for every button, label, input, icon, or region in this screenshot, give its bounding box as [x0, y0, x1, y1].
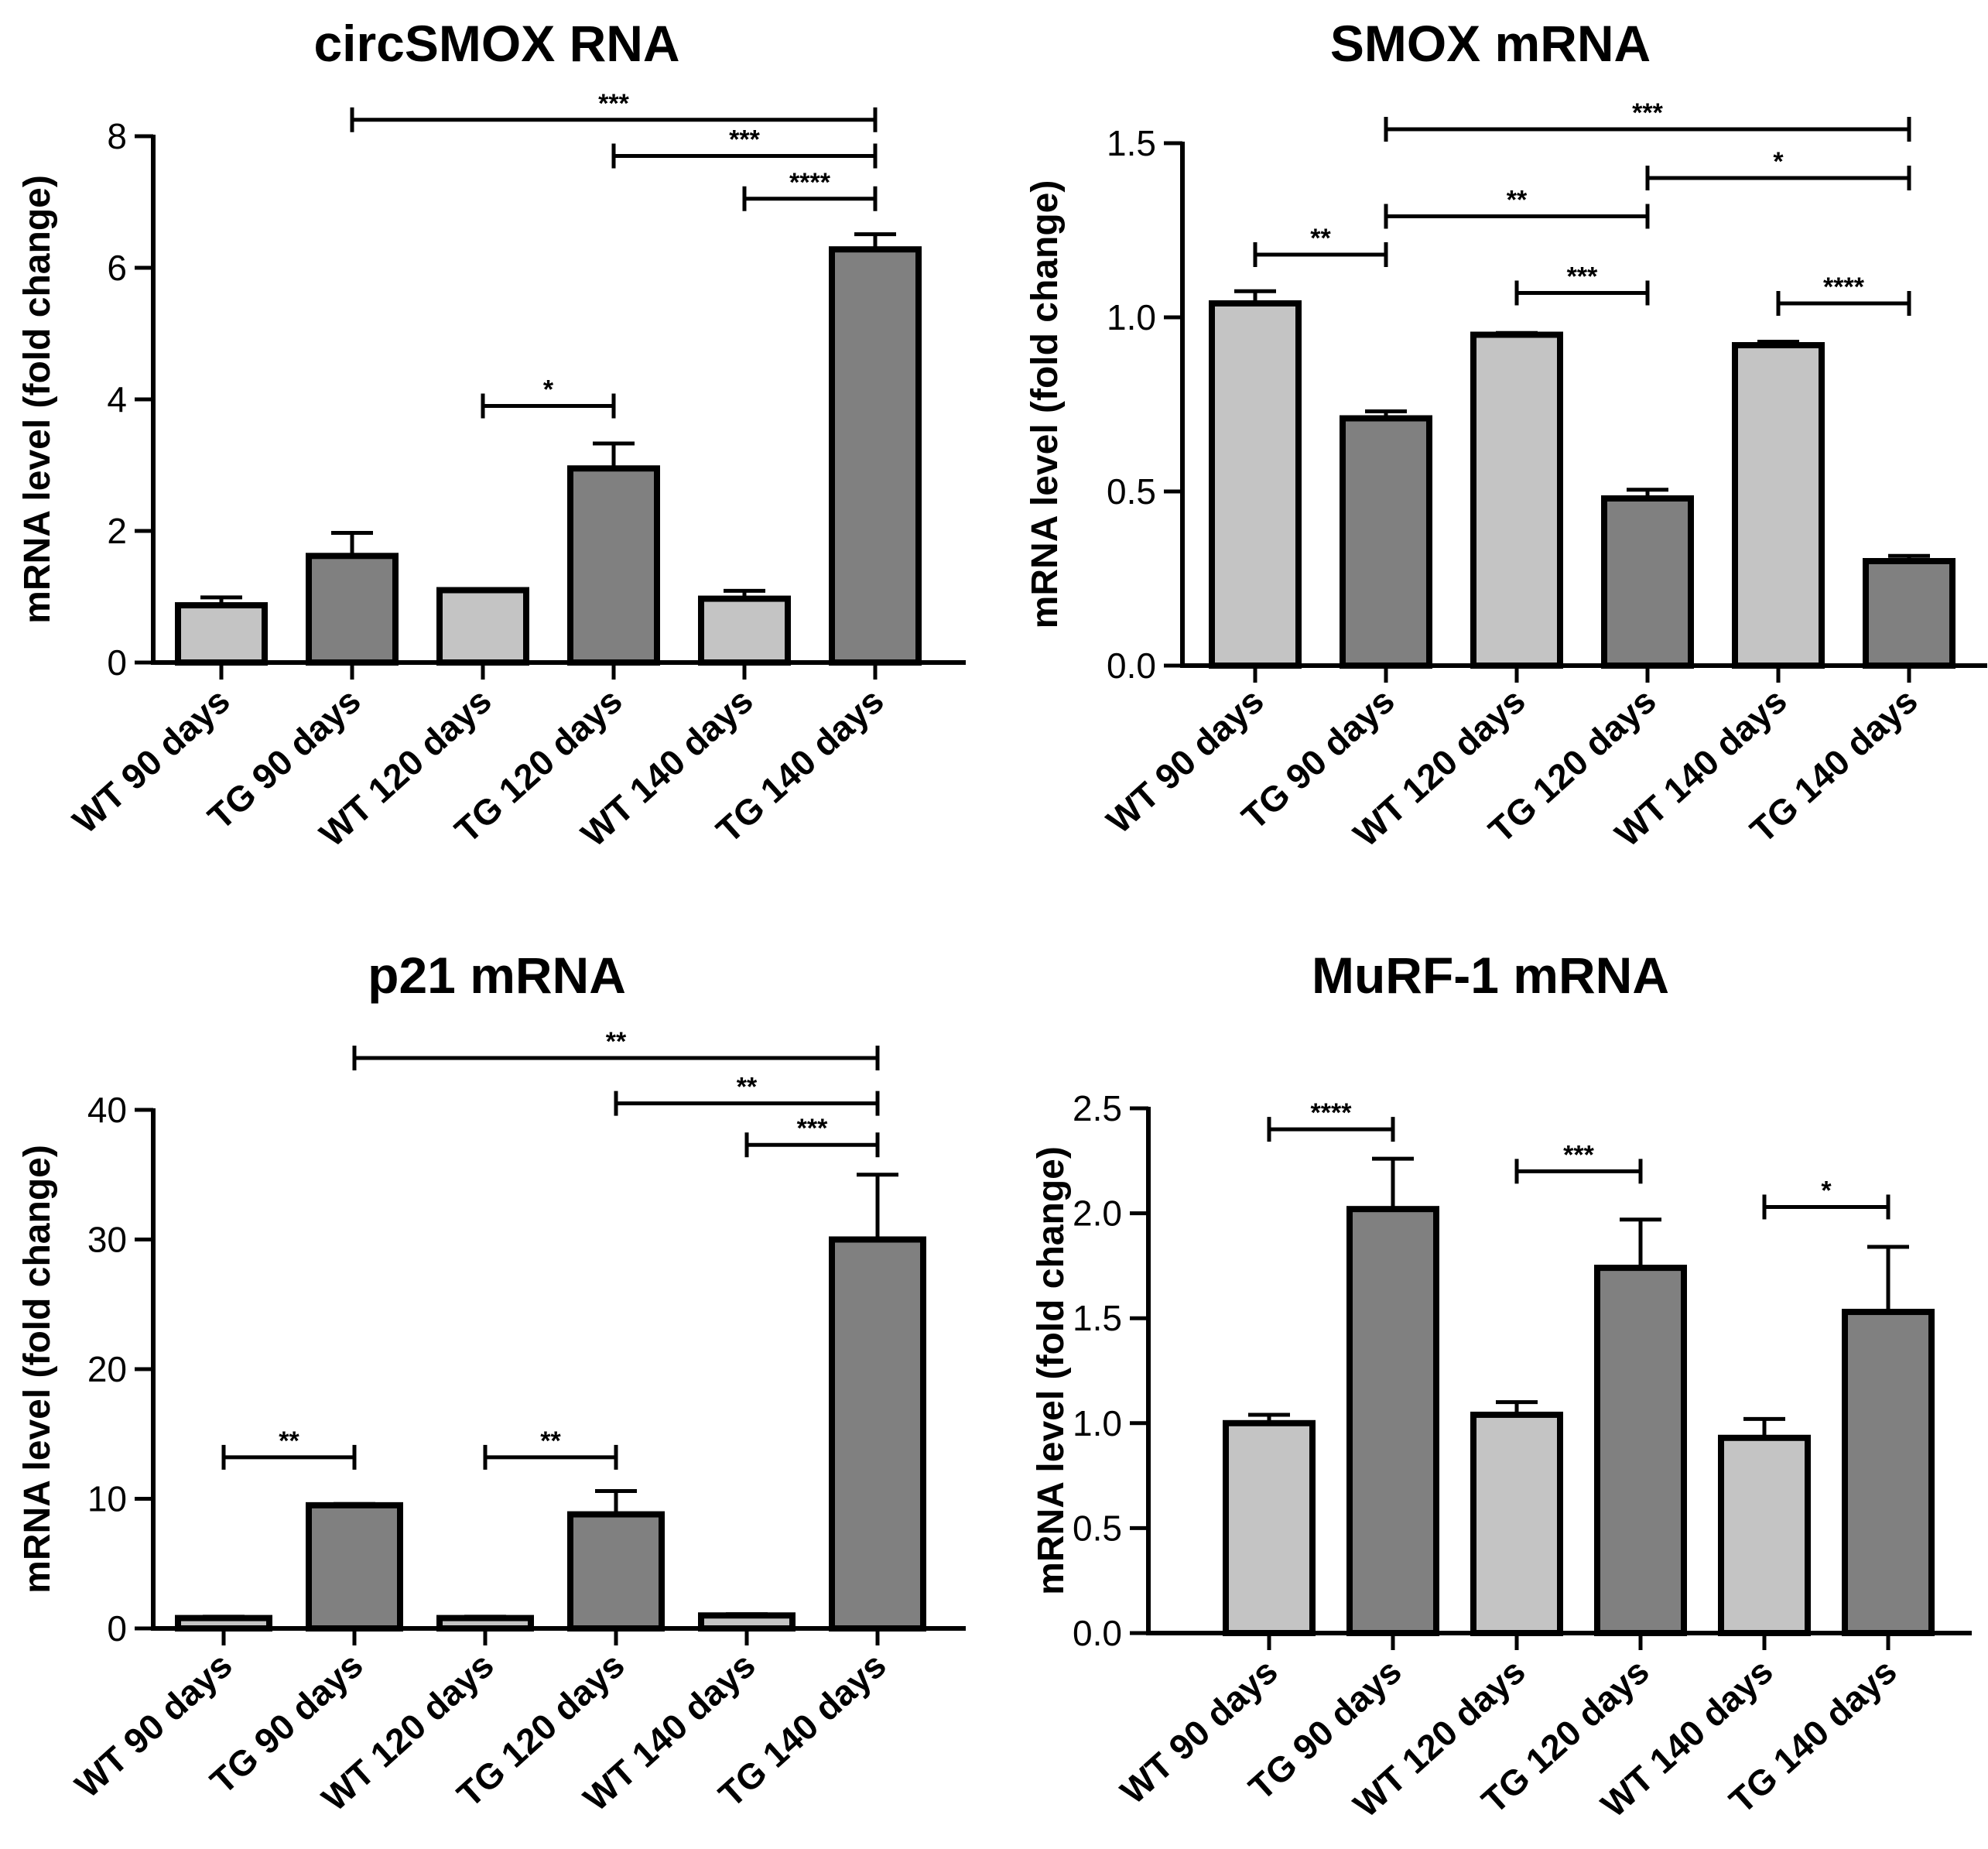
bar — [567, 1511, 665, 1632]
chart-title: SMOX mRNA — [1329, 15, 1651, 72]
significance-label: *** — [729, 125, 760, 155]
significance-bracket: *** — [1384, 98, 1911, 142]
chart-panel-smox: SMOX mRNA 0.0 0.5 1.0 1.5 WT 90 days TG 90 da… — [994, 0, 1987, 924]
y-axis-label: mRNA level (fold change) — [17, 1145, 58, 1594]
chart-panel-p21: p21 mRNA 0 10 20 30 40 WT 90 days TG 90 days WT… — [0, 924, 994, 1848]
y-tick-label: 2 — [107, 511, 127, 551]
y-tick-label: 0.5 — [1107, 471, 1156, 512]
bar — [1601, 495, 1694, 669]
y-tick-label: 2.5 — [1073, 1088, 1122, 1128]
y-tick-label: 0 — [107, 642, 127, 683]
significance-bracket: **** — [1776, 272, 1911, 316]
bar — [1209, 300, 1302, 669]
chart-title: p21 mRNA — [368, 947, 626, 1004]
significance-bracket: ** — [352, 1027, 880, 1070]
y-tick-label: 0.5 — [1073, 1508, 1122, 1548]
significance-label: *** — [1567, 262, 1598, 292]
y-tick-label: 2.0 — [1073, 1193, 1122, 1234]
significance-label: **** — [1823, 272, 1865, 302]
bar — [1863, 558, 1955, 669]
significance-label: ** — [540, 1426, 561, 1456]
y-axis-label: mRNA level (fold change) — [1031, 1146, 1072, 1595]
chart-title: MuRF-1 mRNA — [1312, 947, 1669, 1004]
significance-bracket: ** — [483, 1426, 618, 1470]
y-axis-label: mRNA level (fold change) — [17, 175, 58, 624]
significance-bracket: **** — [1267, 1098, 1395, 1142]
y-tick-label: 30 — [87, 1220, 127, 1260]
bar — [306, 553, 399, 666]
significance-label: *** — [1632, 98, 1663, 128]
bar — [829, 246, 922, 666]
significance-bracket: ** — [221, 1426, 357, 1470]
y-tick-label: 0.0 — [1073, 1613, 1122, 1653]
bar — [1223, 1419, 1316, 1636]
bar — [1718, 1434, 1811, 1636]
significance-label: **** — [1311, 1098, 1353, 1128]
significance-bracket: *** — [1514, 1140, 1643, 1184]
significance-label: *** — [598, 89, 629, 118]
significance-label: * — [1773, 147, 1784, 176]
bar — [567, 465, 660, 666]
y-tick-label: 40 — [87, 1090, 127, 1130]
bar — [1346, 1206, 1439, 1636]
y-tick-label: 1.5 — [1107, 123, 1156, 163]
significance-bracket: *** — [611, 125, 878, 169]
significance-bracket: ** — [1253, 224, 1388, 267]
significance-bracket: * — [1762, 1176, 1890, 1220]
significance-bracket: *** — [350, 89, 878, 132]
significance-label: * — [543, 375, 554, 405]
y-tick-label: 4 — [107, 379, 127, 419]
y-tick-label: 0.0 — [1107, 645, 1156, 686]
significance-bracket: ** — [614, 1073, 880, 1116]
bar — [698, 595, 791, 666]
chart-panel-murf1: MuRF-1 mRNA 0.0 0.5 1.0 1.5 2.0 2.5 WT 90 days… — [994, 924, 1987, 1848]
y-tick-label: 0 — [107, 1608, 127, 1649]
y-tick-label: 20 — [87, 1349, 127, 1389]
bar — [436, 587, 529, 666]
bar — [829, 1236, 926, 1632]
significance-bracket: * — [481, 375, 616, 419]
significance-label: ** — [737, 1073, 758, 1102]
bar — [306, 1501, 403, 1632]
significance-bracket: ** — [1384, 186, 1650, 229]
significance-label: ** — [279, 1426, 299, 1456]
significance-label: ** — [1310, 224, 1331, 253]
bar — [1340, 415, 1432, 669]
y-tick-label: 10 — [87, 1479, 127, 1519]
y-tick-label: 1.0 — [1073, 1403, 1122, 1443]
significance-bracket: **** — [742, 168, 878, 211]
y-axis-label: mRNA level (fold change) — [1025, 180, 1066, 629]
bar — [1594, 1265, 1687, 1636]
chart-panel-circsmox: circSMOX RNA 0 2 4 6 8 WT 90 days TG 90 days WT… — [0, 0, 994, 924]
significance-label: ** — [606, 1027, 627, 1056]
y-tick-label: 6 — [107, 248, 127, 288]
y-tick-label: 8 — [107, 116, 127, 156]
bar — [1842, 1309, 1935, 1636]
significance-label: ** — [1507, 186, 1528, 215]
y-tick-label: 1.0 — [1107, 297, 1156, 337]
bar — [1732, 342, 1825, 669]
bar — [1470, 1411, 1563, 1637]
significance-label: *** — [1563, 1140, 1594, 1169]
y-tick-label: 1.5 — [1073, 1298, 1122, 1338]
significance-bracket: *** — [744, 1114, 880, 1158]
significance-label: * — [1821, 1176, 1832, 1205]
chart-title: circSMOX RNA — [313, 15, 680, 72]
significance-label: **** — [789, 168, 831, 197]
significance-label: *** — [797, 1114, 828, 1143]
significance-bracket: * — [1645, 147, 1911, 190]
bar — [1470, 331, 1563, 669]
significance-bracket: *** — [1514, 262, 1650, 306]
bar — [175, 602, 268, 666]
